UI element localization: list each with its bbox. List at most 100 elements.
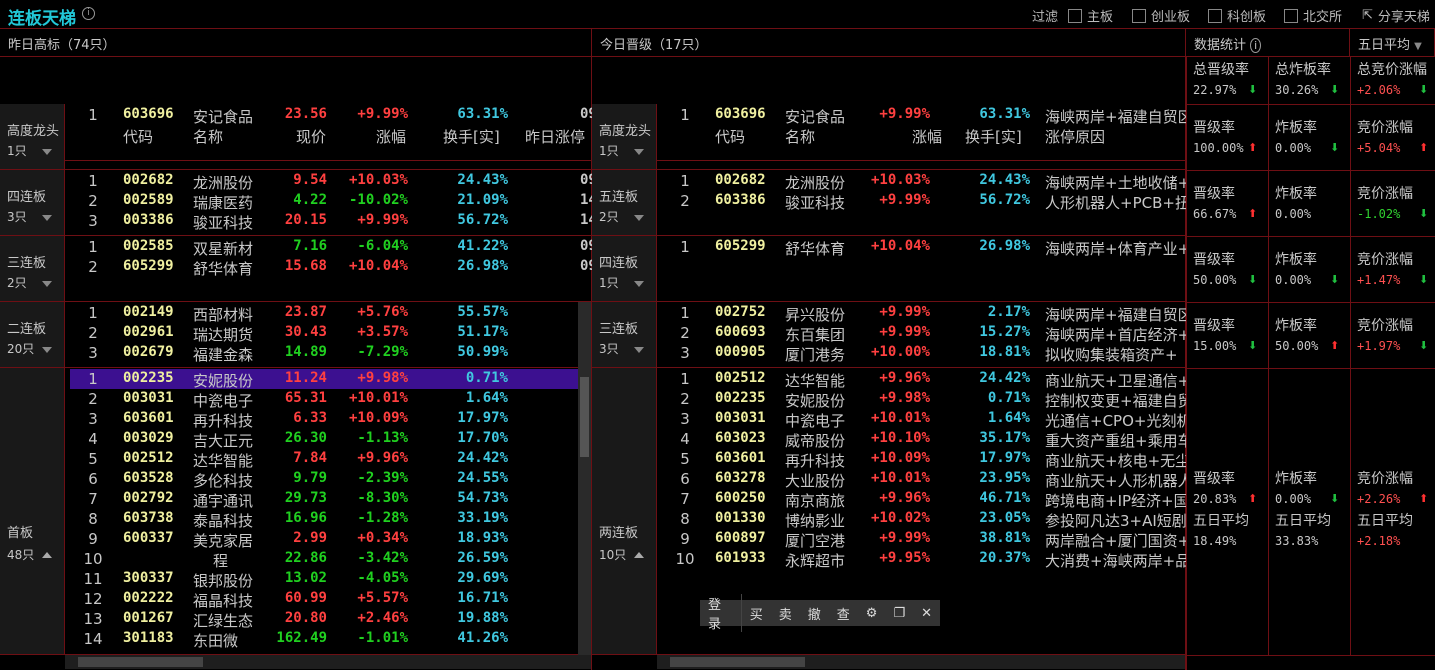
table-row[interactable]: 2 003031 中瓷电子 65.31 +10.01% 1.64% — [70, 389, 578, 410]
table-row[interactable]: 5 002512 达华智能 7.84 +9.96% 24.42% — [70, 449, 578, 470]
table-row[interactable]: 3 000905 厦门港务 +10.00% 18.81% 拟收购集装箱资产+ — [662, 343, 1182, 364]
table-row[interactable]: 1 002235 安妮股份 11.24 +9.98% 0.71% — [70, 369, 578, 390]
filter-star-market[interactable]: 科创板 — [1208, 6, 1266, 25]
expand-down-icon[interactable] — [634, 149, 644, 155]
table-row[interactable]: 14 301183 东田微 162.49 -1.01% 41.26% — [70, 629, 578, 650]
table-row[interactable]: 13 001267 汇绿生态 20.80 +2.46% 19.88% — [70, 609, 578, 630]
column-header[interactable]: 昨日涨停 — [525, 128, 586, 146]
group-label-cell[interactable] — [0, 170, 65, 235]
table-row[interactable]: 9 600897 厦门空港 +9.99% 38.81% 两岸融合+厦门国资+ — [662, 529, 1186, 550]
collapse-up-icon[interactable] — [634, 551, 644, 558]
cancel-order-button[interactable]: 撤 — [807, 607, 821, 623]
table-row[interactable]: 2 605299 舒华体育 15.68 +10.04% 26.98% 09 — [70, 257, 592, 278]
group-label-cell[interactable] — [592, 302, 657, 367]
table-row[interactable]: 2 002235 安妮股份 +9.98% 0.71% 控制权变更+福建自贸 — [662, 389, 1186, 410]
column-header[interactable]: 代码 — [123, 128, 154, 146]
column-header[interactable]: 涨幅 — [912, 128, 943, 146]
scroll-thumb[interactable] — [78, 657, 203, 667]
table-row[interactable]: 2 002961 瑞达期货 30.43 +3.57% 51.17% — [70, 323, 578, 344]
vertical-scrollbar[interactable] — [578, 302, 591, 368]
table-row[interactable]: 1 002149 西部材料 23.87 +5.76% 55.57% — [70, 303, 578, 324]
table-row[interactable]: 2 600693 东百集团 +9.99% 15.27% 海峡两岸+首店经济+ — [662, 323, 1186, 344]
expand-down-icon[interactable] — [634, 215, 644, 221]
group-label-cell[interactable] — [592, 236, 657, 301]
restore-window-icon[interactable]: ❐ — [893, 605, 906, 621]
expand-down-icon[interactable] — [634, 281, 644, 287]
table-row[interactable]: 3 603601 再升科技 6.33 +10.09% 17.97% — [70, 409, 578, 430]
group-label-cell[interactable] — [592, 104, 657, 169]
table-row[interactable]: 12 002222 福晶科技 60.99 +5.57% 16.71% — [70, 589, 578, 610]
table-row[interactable]: 9 600337 美克家居 2.99 +0.34% 18.93% — [70, 529, 578, 550]
group-label-cell[interactable] — [0, 368, 65, 654]
cell-to: 1.64% — [987, 410, 1030, 426]
table-row[interactable]: 10 601933 永辉超市 +9.95% 20.37% 大消费+海峡两岸+品 — [662, 549, 1186, 570]
scroll-thumb[interactable] — [580, 377, 589, 457]
period-select[interactable]: 五日平均 ▼ — [1350, 29, 1435, 57]
column-header[interactable]: 涨停原因 — [1045, 128, 1106, 146]
buy-button[interactable]: 买 — [749, 607, 763, 623]
expand-down-icon[interactable] — [42, 149, 52, 155]
column-header[interactable]: 换手[实] — [443, 128, 500, 146]
table-row[interactable]: 1 603696 安记食品 23.56 +9.99% 63.31% 09 — [70, 105, 592, 126]
table-row[interactable]: 10 程 22.86 -3.42% 26.59% — [70, 549, 578, 570]
table-row[interactable]: 1 002682 龙洲股份 9.54 +10.03% 24.43% 09 — [70, 171, 592, 192]
sell-button[interactable]: 卖 — [778, 607, 792, 623]
query-button[interactable]: 查 — [836, 607, 850, 623]
table-row[interactable]: 2 002589 瑞康医药 4.22 -10.02% 21.09% 14 — [70, 191, 592, 212]
group-label-cell[interactable] — [0, 302, 65, 367]
table-row[interactable]: 6 603528 多伦科技 9.79 -2.39% 24.55% — [70, 469, 578, 490]
table-row[interactable]: 3 002679 福建金森 14.89 -7.29% 50.99% — [70, 343, 578, 364]
settings-icon[interactable]: ⚙ — [865, 605, 878, 621]
table-row[interactable]: 6 603278 大业股份 +10.01% 23.95% 商业航天+人形机器人 — [662, 469, 1186, 490]
table-row[interactable]: 1 605299 舒华体育 +10.04% 26.98% 海峡两岸+体育产业+ — [662, 237, 1186, 258]
column-header[interactable]: 现价 — [296, 128, 327, 146]
table-row[interactable]: 4 003029 吉大正元 26.30 -1.13% 17.70% — [70, 429, 578, 450]
table-row[interactable]: 1 603696 安记食品 +9.99% 63.31% 海峡两岸+福建自贸区 — [662, 105, 1186, 126]
table-row[interactable]: 3 003386 骏亚科技 20.15 +9.99% 56.72% 14 — [70, 211, 592, 232]
filter-main-board[interactable]: 主板 — [1068, 6, 1113, 25]
checkbox[interactable] — [1208, 8, 1222, 23]
column-header[interactable]: 代码 — [715, 128, 746, 146]
table-row[interactable]: 1 002512 达华智能 +9.96% 24.42% 商业航天+卫星通信+ — [662, 369, 1186, 390]
group-label-cell[interactable] — [592, 170, 657, 235]
table-row[interactable]: 8 001330 博纳影业 +10.02% 23.05% 参投阿凡达3+AI短剧 — [662, 509, 1186, 530]
expand-down-icon[interactable] — [42, 281, 52, 287]
scroll-thumb[interactable] — [670, 657, 805, 667]
table-row[interactable]: 1 002752 昇兴股份 +9.99% 2.17% 海峡两岸+福建自贸区 — [662, 303, 1186, 324]
table-row[interactable]: 8 603738 泰晶科技 16.96 -1.28% 33.19% — [70, 509, 578, 530]
close-icon[interactable]: ✕ — [921, 605, 932, 621]
info-icon[interactable]: i — [1250, 38, 1262, 53]
table-row[interactable]: 11 300337 银邦股份 13.02 -4.05% 29.69% — [70, 569, 578, 590]
table-row[interactable]: 1 002682 龙洲股份 +10.03% 24.43% 海峡两岸+土地收储+ — [662, 171, 1186, 192]
expand-down-icon[interactable] — [42, 347, 52, 353]
group-label-cell[interactable] — [592, 368, 657, 654]
expand-down-icon[interactable] — [634, 347, 644, 353]
cell-chg: +5.76% — [357, 304, 408, 320]
cell-to: 56.72% — [979, 192, 1030, 208]
group-label-cell[interactable] — [0, 236, 65, 301]
table-row[interactable]: 4 603023 威帝股份 +10.10% 35.17% 重大资产重组+乘用车 — [662, 429, 1186, 450]
collapse-up-icon[interactable] — [42, 551, 52, 558]
cell-time: 09 — [580, 238, 592, 254]
table-row[interactable]: 1 002585 双星新材 7.16 -6.04% 41.22% 09 — [70, 237, 592, 258]
cell-name: 福建金森 — [193, 346, 254, 364]
table-row[interactable]: 7 002792 通宇通讯 29.73 -8.30% 54.73% — [70, 489, 578, 510]
filter-bse[interactable]: 北交所 — [1284, 6, 1342, 25]
share-ladder-button[interactable]: ⇱ 分享天梯 — [1362, 6, 1430, 25]
info-icon[interactable]: i — [82, 7, 95, 20]
checkbox[interactable] — [1068, 8, 1082, 23]
group-label-cell[interactable] — [0, 104, 65, 169]
checkbox[interactable] — [1132, 8, 1146, 23]
table-row[interactable]: 2 603386 骏亚科技 +9.99% 56.72% 人形机器人+PCB+扭矩 — [662, 191, 1186, 212]
column-header[interactable]: 换手[实] — [965, 128, 1022, 146]
checkbox[interactable] — [1284, 8, 1298, 23]
column-header[interactable]: 涨幅 — [376, 128, 407, 146]
filter-chinext[interactable]: 创业板 — [1132, 6, 1190, 25]
table-row[interactable]: 7 600250 南京商旅 +9.96% 46.71% 跨境电商+IP经济+国 — [662, 489, 1186, 510]
table-row[interactable]: 3 003031 中瓷电子 +10.01% 1.64% 光通信+CPO+光刻机+ — [662, 409, 1186, 430]
login-button[interactable]: 登录 — [700, 594, 742, 632]
column-header[interactable]: 名称 — [785, 128, 816, 146]
expand-down-icon[interactable] — [42, 215, 52, 221]
table-row[interactable]: 5 603601 再升科技 +10.09% 17.97% 商业航天+核电+无尘 — [662, 449, 1186, 470]
column-header[interactable]: 名称 — [193, 128, 224, 146]
